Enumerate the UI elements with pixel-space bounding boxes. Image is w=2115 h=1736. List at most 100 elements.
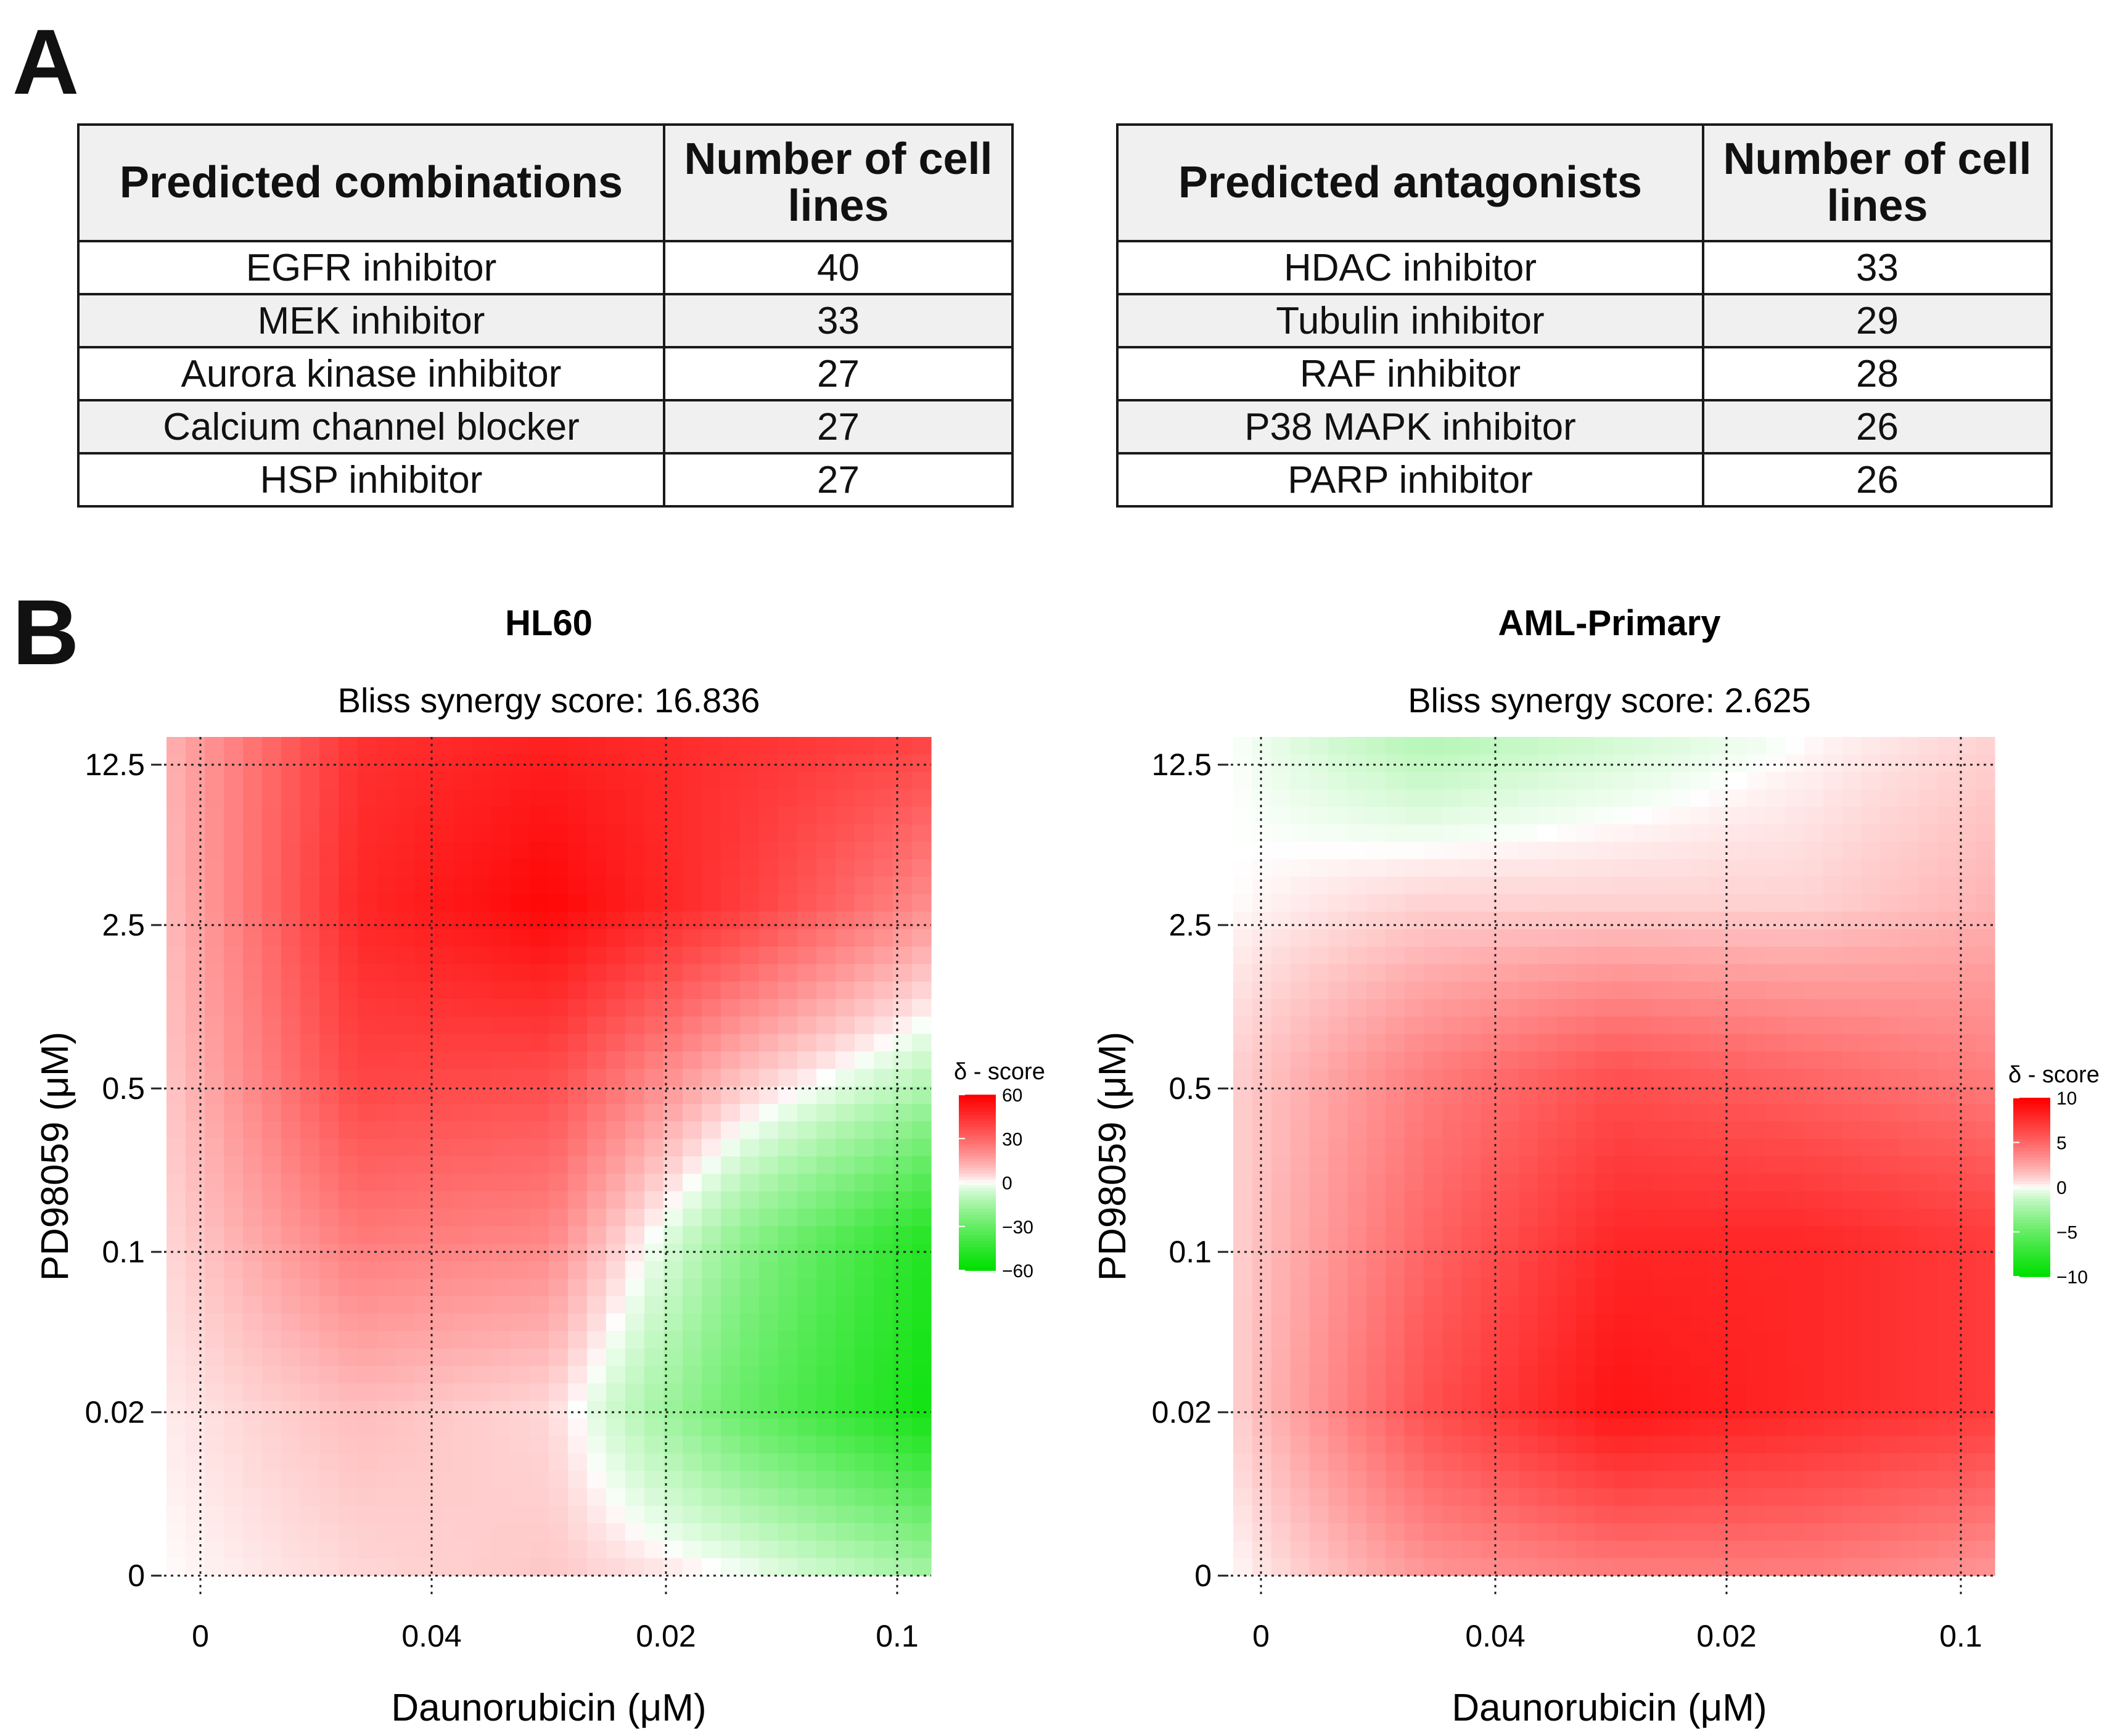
heat-cell xyxy=(1347,1523,1367,1541)
heat-cell xyxy=(1271,1174,1291,1192)
heat-cell xyxy=(625,1191,645,1209)
heat-cell xyxy=(1423,1471,1444,1489)
heat-cell xyxy=(1957,929,1976,947)
table-row: P38 MAPK inhibitor 26 xyxy=(1116,399,2053,455)
legend-swatch xyxy=(2013,1181,2050,1185)
heat-cell xyxy=(874,1331,893,1349)
heat-cell xyxy=(377,929,396,947)
heat-cell xyxy=(874,859,893,878)
y-tick-label: 12.5 xyxy=(85,747,145,782)
heat-cell xyxy=(511,981,530,1000)
heat-cell xyxy=(1519,1314,1538,1331)
heat-cell xyxy=(1671,737,1691,755)
heat-cell xyxy=(587,1138,607,1157)
heat-cell xyxy=(396,999,416,1017)
heat-cell xyxy=(1233,911,1253,930)
heat-cell xyxy=(836,1086,855,1105)
heat-cell xyxy=(1937,1541,1957,1559)
table-cell: 28 xyxy=(1702,346,2053,401)
heat-cell xyxy=(759,894,779,912)
heat-cell xyxy=(319,737,339,755)
heat-cell xyxy=(1461,859,1481,878)
table-row: HDAC inhibitor 33 xyxy=(1116,240,2053,295)
heat-cell xyxy=(1747,1418,1767,1436)
heat-cell xyxy=(702,1243,721,1262)
heat-cell xyxy=(1861,947,1881,965)
heat-cell xyxy=(587,1436,607,1454)
heat-cell xyxy=(1957,737,1976,755)
heat-cell xyxy=(1804,1471,1824,1489)
heat-cell xyxy=(721,929,741,947)
heat-cell xyxy=(606,1331,626,1349)
heat-cell xyxy=(644,999,664,1017)
heat-cell xyxy=(1366,929,1386,947)
heat-cell xyxy=(511,1121,530,1140)
heat-cell xyxy=(778,1243,798,1262)
heat-cell xyxy=(1575,1523,1596,1541)
heat-cell xyxy=(1290,1034,1310,1052)
heat-cell xyxy=(1575,911,1596,930)
heat-cell xyxy=(816,1436,836,1454)
heat-cell xyxy=(1633,981,1653,1000)
heat-cell xyxy=(1804,859,1824,878)
heat-cell xyxy=(1519,876,1538,895)
heat-cell xyxy=(281,1121,301,1140)
heat-cell xyxy=(1442,1278,1463,1297)
heat-cell xyxy=(1423,1488,1444,1507)
heat-cell xyxy=(1957,964,1976,982)
heat-cell xyxy=(1423,824,1444,842)
heat-cell xyxy=(1366,1296,1386,1314)
heat-cell xyxy=(1519,1453,1538,1471)
heat-cell xyxy=(1976,911,1995,930)
heat-cell xyxy=(530,1209,549,1227)
heat-cell xyxy=(1918,929,1938,947)
heat-cell xyxy=(874,1453,893,1471)
heat-cell xyxy=(740,1471,760,1489)
heat-cell xyxy=(205,1261,224,1279)
heat-cell xyxy=(262,1016,282,1035)
heat-cell xyxy=(300,754,320,773)
heat-cell xyxy=(1309,1436,1329,1454)
heat-cell xyxy=(1690,1296,1710,1314)
heat-cell xyxy=(797,1436,817,1454)
heat-cell xyxy=(1823,807,1843,825)
heat-cell xyxy=(1861,859,1881,878)
heat-cell xyxy=(893,737,913,755)
heat-cell xyxy=(1804,1191,1824,1209)
heat-cell xyxy=(339,1104,358,1122)
heat-cell xyxy=(1556,1558,1577,1576)
heat-cell xyxy=(663,929,683,947)
heat-cell xyxy=(644,1226,664,1244)
heat-cell xyxy=(453,929,473,947)
heat-cell xyxy=(186,1453,205,1471)
heat-cell xyxy=(491,911,511,930)
heat-cell xyxy=(396,1226,416,1244)
heat-cell xyxy=(300,911,320,930)
heat-cell xyxy=(1652,876,1672,895)
heat-cell xyxy=(1519,1051,1538,1069)
heat-cell xyxy=(224,1121,244,1140)
heat-cell xyxy=(606,1138,626,1157)
heat-cell xyxy=(721,1051,741,1069)
heat-cell xyxy=(281,999,301,1017)
heat-cell xyxy=(1747,1436,1767,1454)
heat-cell xyxy=(1690,1191,1710,1209)
heat-cell xyxy=(1519,1121,1538,1140)
heat-cell xyxy=(1633,1453,1653,1471)
heat-cell xyxy=(778,964,798,982)
heat-cell xyxy=(797,824,817,842)
heat-cell xyxy=(300,1209,320,1227)
heat-cell xyxy=(1957,999,1976,1017)
heat-cell xyxy=(1976,876,1995,895)
heat-cell xyxy=(1290,1016,1310,1035)
heat-cell xyxy=(778,1383,798,1402)
heat-cell xyxy=(1728,1209,1748,1227)
heat-cell xyxy=(1271,964,1291,982)
heat-cell xyxy=(1747,1209,1767,1227)
heat-cell xyxy=(1252,754,1272,773)
heat-cell xyxy=(721,1121,741,1140)
heat-cell xyxy=(740,1541,760,1559)
heat-cell xyxy=(778,1471,798,1489)
heat-cell xyxy=(434,911,454,930)
heat-cell xyxy=(1709,1174,1729,1192)
